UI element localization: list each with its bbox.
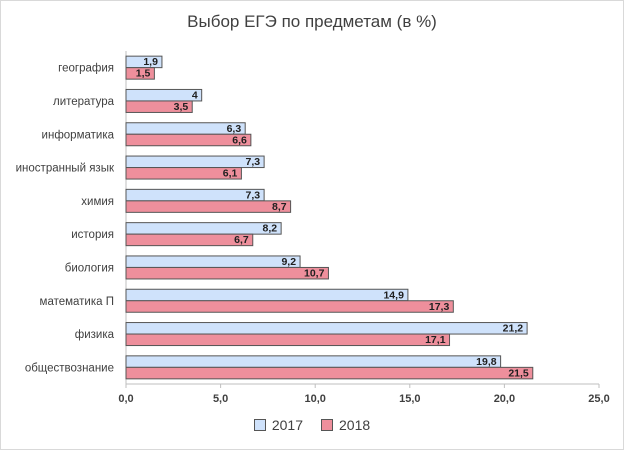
data-label-2018: 17,1 xyxy=(425,334,446,346)
x-tick-label: 25,0 xyxy=(588,393,609,405)
bar-2018 xyxy=(125,333,451,347)
bar-2017 xyxy=(125,188,265,202)
data-label-2018: 3,5 xyxy=(174,101,189,113)
data-label-2018: 6,6 xyxy=(232,134,247,146)
data-label-2018: 6,7 xyxy=(234,234,249,246)
category-label: химия xyxy=(81,196,114,208)
chart-title: Выбор ЕГЭ по предметам (в %) xyxy=(187,12,437,31)
bar-2018 xyxy=(125,233,254,247)
data-label-2018: 17,3 xyxy=(429,301,450,313)
bar-2017 xyxy=(125,155,265,169)
category-label: математика П xyxy=(40,296,114,308)
data-label-2018: 8,7 xyxy=(272,201,287,213)
bar-2018 xyxy=(125,300,454,313)
data-label-2017: 4 xyxy=(192,89,198,101)
data-label-2017: 6,3 xyxy=(227,123,242,135)
category-label: история xyxy=(71,229,114,241)
category-label: физика xyxy=(75,329,115,341)
x-tick-label: 20,0 xyxy=(494,393,515,405)
data-label-2017: 9,2 xyxy=(281,256,296,268)
bar-2018 xyxy=(125,200,292,213)
legend: 2017 2018 xyxy=(0,417,624,433)
bar-2018 xyxy=(125,266,329,280)
bar-2018 xyxy=(125,133,252,147)
legend-item-2017: 2017 xyxy=(253,417,303,433)
category-label: информатика xyxy=(42,129,115,141)
bar-2018 xyxy=(125,366,534,380)
data-label-2017: 7,3 xyxy=(246,189,261,201)
category-label: обществознание xyxy=(25,362,114,374)
category-label: биология xyxy=(65,262,114,274)
bar-2017 xyxy=(125,88,203,102)
bar-2017 xyxy=(125,322,528,335)
data-label-2017: 7,3 xyxy=(246,156,261,168)
bar-2017 xyxy=(125,355,502,368)
data-label-2018: 21,5 xyxy=(508,367,529,379)
bar-2017 xyxy=(125,255,301,268)
bar-2018 xyxy=(125,167,242,180)
legend-label-2017: 2017 xyxy=(271,417,303,433)
bar-2018 xyxy=(125,100,193,113)
x-tick-label: 15,0 xyxy=(399,393,420,405)
bar-2018 xyxy=(125,67,155,80)
legend-item-2018: 2018 xyxy=(321,417,370,433)
x-tick-label: 5,0 xyxy=(213,393,228,405)
category-label: литература xyxy=(53,96,115,108)
x-tick-label: 10,0 xyxy=(304,393,325,405)
category-label: иностранный язык xyxy=(16,163,115,175)
data-label-2017: 1,9 xyxy=(143,56,158,68)
data-label-2017: 19,8 xyxy=(476,356,497,368)
data-label-2017: 8,2 xyxy=(263,223,278,235)
legend-swatch-2018 xyxy=(321,419,333,431)
legend-swatch-2017 xyxy=(253,419,266,431)
data-label-2018: 10,7 xyxy=(304,267,325,279)
data-label-2018: 6,1 xyxy=(223,168,238,180)
bar-2017 xyxy=(125,288,409,302)
data-label-2018: 1,5 xyxy=(136,68,151,80)
x-tick-label: 0,0 xyxy=(118,393,133,405)
legend-label-2018: 2018 xyxy=(339,417,371,433)
category-label: география xyxy=(58,63,114,75)
bar-2017 xyxy=(125,222,282,235)
data-label-2017: 14,9 xyxy=(383,289,404,301)
data-label-2017: 21,2 xyxy=(503,323,524,335)
